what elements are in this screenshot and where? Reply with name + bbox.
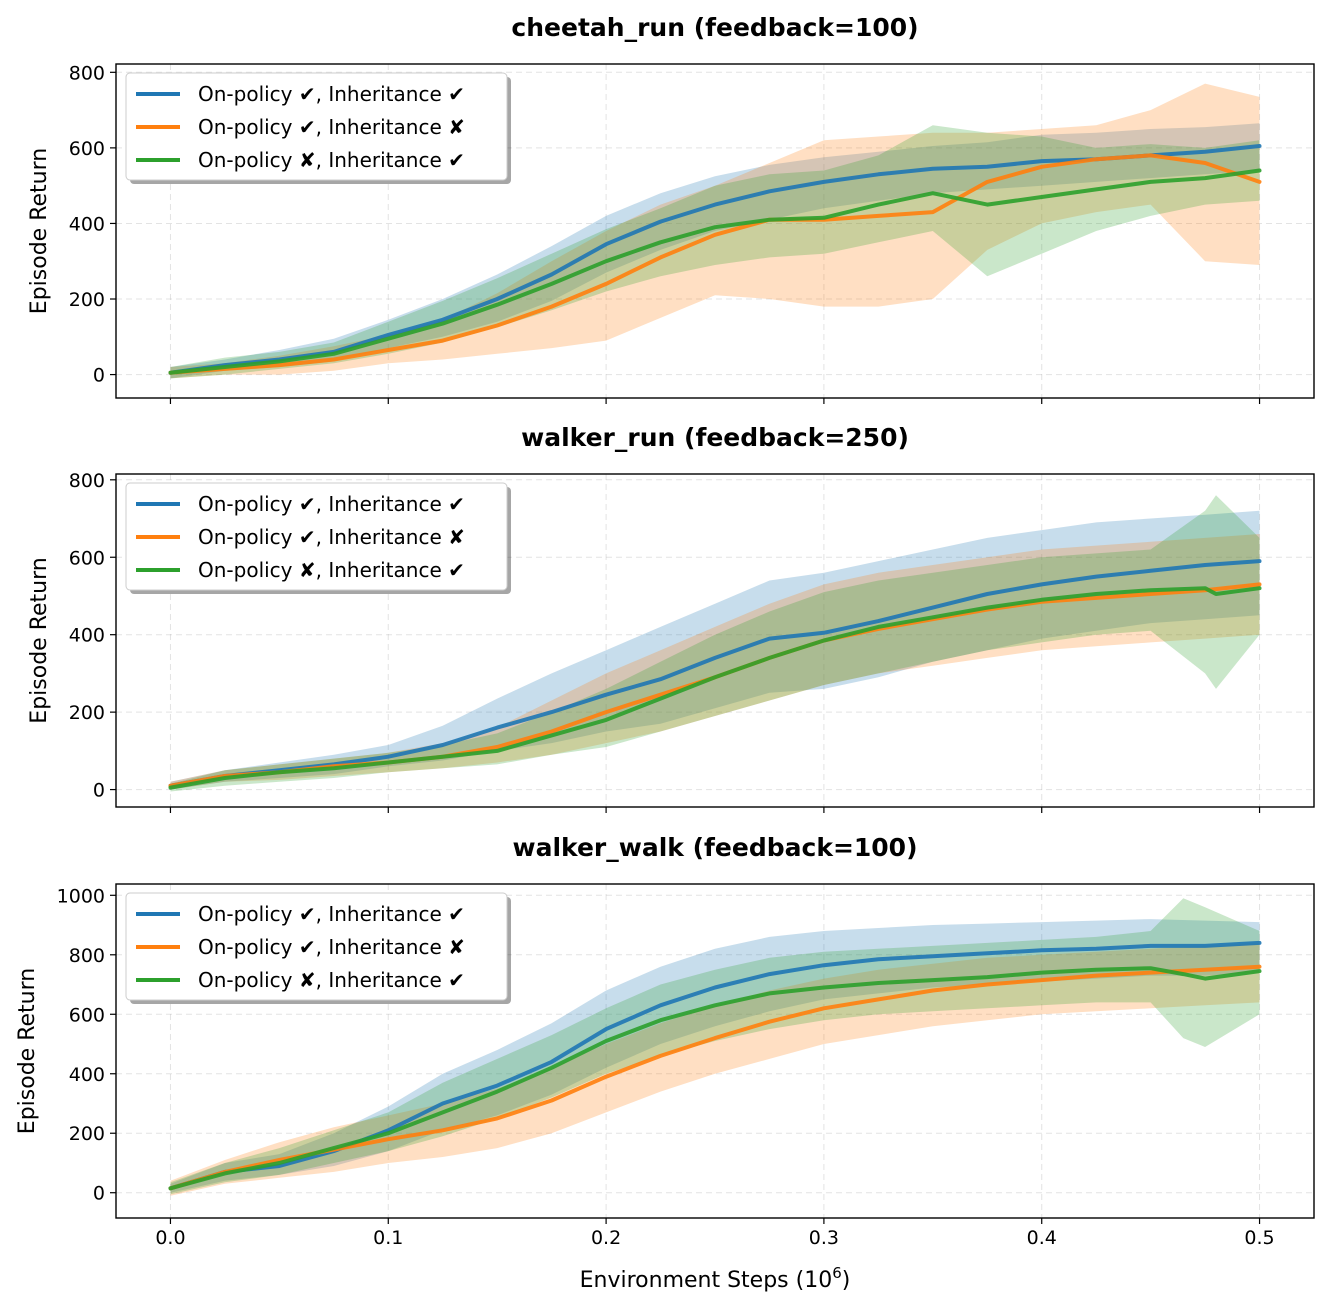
legend-label-3: On-policy ✘, Inheritance ✔: [198, 968, 465, 992]
series-1-band: [170, 919, 1260, 1193]
x-tick-label: 0.2: [591, 1227, 621, 1249]
y-tick-label: 0: [93, 780, 105, 802]
series-3-line: [168, 168, 1262, 375]
plot-area: [168, 83, 1262, 379]
series-2-band: [170, 942, 1260, 1196]
legend-box: [125, 482, 508, 591]
x-axis-label: Environment Steps (106): [580, 1264, 851, 1293]
y-tick-label: 0: [93, 365, 105, 387]
series-1-band: [170, 510, 1260, 790]
series-2-band: [170, 83, 1260, 379]
legend-label-2: On-policy ✔, Inheritance ✘: [198, 525, 465, 549]
legend: On-policy ✔, Inheritance ✔ On-policy ✔, I…: [125, 72, 511, 184]
series-2-line: [168, 964, 1262, 1191]
y-tick-label: 200: [69, 1123, 105, 1145]
series-3-line: [168, 966, 1262, 1191]
x-tick-label: 0.0: [155, 1227, 185, 1249]
chart-title: walker_run (feedback=250): [521, 423, 909, 452]
y-tick-label: 600: [69, 138, 105, 160]
legend: On-policy ✔, Inheritance ✔ On-policy ✔, I…: [125, 482, 511, 594]
axes-frame: [115, 63, 1315, 399]
series-3-line: [168, 586, 1262, 790]
legend-label-1: On-policy ✔, Inheritance ✔: [198, 902, 465, 926]
series-3-band: [170, 898, 1260, 1195]
series-2-band: [170, 534, 1260, 790]
legend-box: [125, 892, 508, 1001]
series-3-band: [170, 495, 1260, 792]
axes-frame: [115, 473, 1315, 808]
y-tick-label: 800: [69, 470, 105, 492]
subplots: cheetah_run (feedback=100) 0 200 400 600 800 E…: [15, 13, 1315, 1249]
y-tick-label: 600: [69, 1004, 105, 1026]
y-tick-label: 0: [93, 1183, 105, 1205]
y-tick-label: 200: [69, 702, 105, 724]
y-tick-label: 400: [69, 1064, 105, 1086]
legend: On-policy ✔, Inheritance ✔ On-policy ✔, I…: [125, 892, 511, 1004]
y-axis-label: Episode Return: [27, 557, 52, 723]
series-1-band: [170, 123, 1260, 379]
series-2-line: [168, 153, 1262, 375]
y-tick-label: 400: [69, 625, 105, 647]
legend-label-3: On-policy ✘, Inheritance ✔: [198, 148, 465, 172]
y-tick-label: 800: [69, 945, 105, 967]
legend-label-2: On-policy ✔, Inheritance ✘: [198, 935, 465, 959]
chart-title: walker_walk (feedback=100): [512, 833, 917, 862]
legend-label-3: On-policy ✘, Inheritance ✔: [198, 558, 465, 582]
x-tick-label: 0.3: [809, 1227, 839, 1249]
subplot-3: walker_walk (feedback=100) 0.0 0.1 0.2 0.3 0.…: [15, 833, 1315, 1249]
x-tick-label: 0.5: [1244, 1227, 1274, 1249]
y-tick-label: 400: [69, 213, 105, 235]
legend-label-1: On-policy ✔, Inheritance ✔: [198, 82, 465, 106]
subplot-2: walker_run (feedback=250) 0 200 400 600 800 Ep…: [27, 423, 1315, 813]
series-3-band: [170, 125, 1260, 379]
legend-label-1: On-policy ✔, Inheritance ✔: [198, 492, 465, 516]
chart-title: cheetah_run (feedback=100): [511, 13, 918, 42]
plot-area: [168, 495, 1262, 792]
y-axis-label: Episode Return: [15, 968, 40, 1134]
subplot-1: cheetah_run (feedback=100) 0 200 400 600 800 E…: [27, 13, 1315, 404]
axes-frame: [115, 883, 1315, 1219]
y-axis-label: Episode Return: [27, 148, 52, 314]
y-tick-label: 200: [69, 289, 105, 311]
legend-label-2: On-policy ✔, Inheritance ✘: [198, 115, 465, 139]
y-tick-label: 800: [69, 62, 105, 84]
x-tick-label: 0.4: [1027, 1227, 1057, 1249]
legend-box: [125, 72, 508, 181]
y-tick-label: 600: [69, 547, 105, 569]
x-tick-label: 0.1: [373, 1227, 403, 1249]
plot-area: [168, 898, 1262, 1196]
series-1-line: [168, 559, 1262, 788]
y-tick-label: 1000: [57, 885, 105, 907]
